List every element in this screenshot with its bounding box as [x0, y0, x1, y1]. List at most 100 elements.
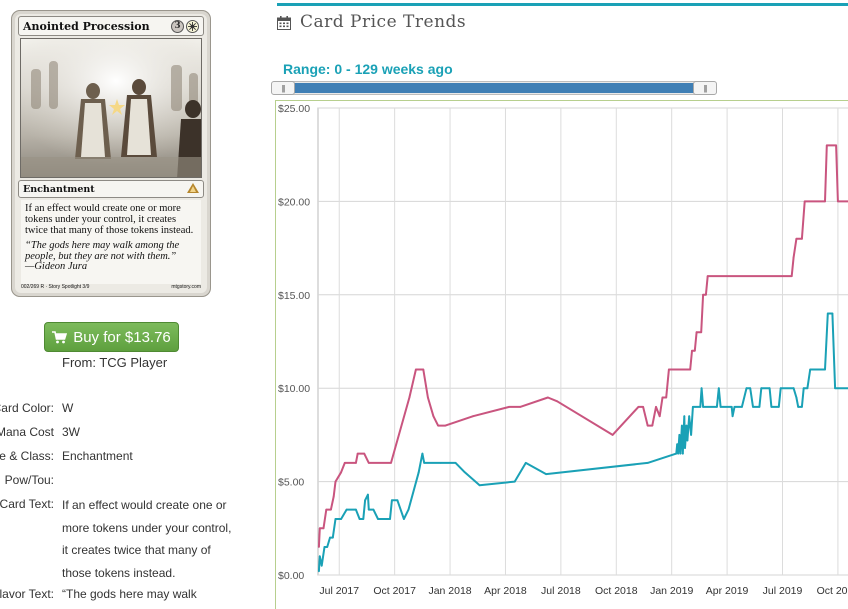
series-point-1: [334, 518, 337, 520]
series-point-1: [824, 368, 826, 371]
series-point-1: [677, 452, 680, 455]
card-mana-cost: 3: [171, 19, 199, 33]
series-point-0: [356, 452, 359, 455]
buy-source: From: TCG Player: [62, 355, 168, 370]
x-tick-label: Jul 2018: [541, 585, 581, 597]
series-point-1: [326, 546, 329, 548]
series-point-1: [733, 406, 736, 408]
series-point-0: [318, 527, 321, 530]
series-point-0: [700, 331, 703, 334]
series-point-0: [444, 424, 447, 427]
series-point-0: [408, 396, 411, 399]
x-tick-label: Apr 2018: [484, 585, 527, 597]
series-point-1: [802, 387, 805, 390]
series-point-1: [478, 484, 481, 487]
series-point-1: [340, 518, 342, 520]
series-point-1: [831, 312, 834, 315]
series-point-1: [545, 473, 547, 475]
detail-label: Mana Cost: [0, 425, 54, 439]
range-slider[interactable]: ||| |||: [271, 81, 717, 95]
series-point-1: [439, 462, 442, 464]
series-point-1: [834, 387, 836, 390]
card-rules-text: If an effect would create one or more to…: [25, 203, 194, 236]
detail-label: Pow/Tou:: [4, 473, 54, 487]
series-point-1: [795, 396, 798, 399]
series-point-1: [685, 424, 688, 427]
x-tick-label: Jan 2018: [428, 585, 471, 597]
series-point-0: [792, 256, 795, 259]
series-point-1: [730, 406, 733, 408]
series-point-1: [683, 415, 686, 418]
card-artwork: [20, 38, 202, 178]
series-point-1: [463, 471, 466, 474]
buy-button[interactable]: Buy for $13.76: [44, 322, 179, 352]
series-line-1: [317, 312, 848, 572]
series-point-1: [358, 518, 361, 520]
series-point-1: [717, 387, 720, 390]
x-tick-label: Oct 2017: [373, 585, 416, 597]
range-slider-handle-end[interactable]: |||: [693, 81, 717, 95]
card-frame: Anointed Procession 3: [15, 14, 207, 293]
y-tick-label: $25.00: [278, 103, 310, 115]
series-point-1: [752, 406, 754, 408]
series-point-1: [403, 518, 405, 520]
series-point-0: [837, 200, 839, 203]
series-point-0: [556, 400, 559, 403]
series-point-0: [646, 424, 649, 427]
series-point-1: [364, 499, 366, 502]
series-point-1: [779, 387, 782, 390]
series-point-1: [679, 452, 682, 455]
cart-icon: [52, 330, 68, 344]
series-point-1: [681, 424, 683, 427]
buy-button-label: Buy for $13.76: [73, 328, 171, 346]
panel-title-text: Card Price Trends: [300, 12, 467, 32]
series-point-1: [681, 452, 684, 455]
series-point-1: [675, 452, 678, 455]
series-point-0: [642, 406, 644, 408]
series-point-1: [318, 570, 320, 573]
series-point-1: [809, 368, 812, 371]
series-point-1: [760, 387, 763, 390]
series-point-0: [706, 275, 709, 277]
card-footer: 002/269 R · Story Spotlight 3/9 mtgstory…: [21, 282, 201, 292]
series-point-0: [637, 406, 640, 408]
series-point-1: [700, 387, 703, 390]
detail-value: If an effect would create one or more to…: [62, 498, 232, 580]
series-point-0: [322, 527, 325, 530]
series-point-0: [835, 144, 837, 147]
series-point-0: [661, 396, 664, 399]
series-point-1: [768, 387, 771, 390]
card-copyright: mtgstory.com: [171, 284, 201, 290]
series-point-0: [363, 452, 366, 455]
card-image: Anointed Procession 3: [11, 10, 211, 297]
series-point-1: [684, 447, 686, 449]
series-point-1: [396, 499, 399, 502]
series-point-0: [790, 275, 793, 277]
series-point-0: [702, 293, 704, 296]
series-point-0: [367, 462, 370, 464]
y-tick-label: $0.00: [278, 570, 304, 582]
series-point-1: [702, 406, 704, 408]
series-point-1: [423, 462, 426, 464]
detail-label: Type & Class:: [0, 449, 54, 463]
detail-label: Card Text:: [0, 497, 54, 511]
series-point-1: [372, 508, 375, 511]
series-point-0: [318, 546, 320, 548]
range-slider-handle-start[interactable]: |||: [271, 81, 295, 95]
series-point-1: [389, 518, 391, 520]
series-point-0: [427, 396, 429, 399]
series-point-0: [422, 368, 425, 371]
series-point-0: [340, 471, 342, 474]
series-point-1: [745, 387, 748, 390]
series-point-0: [390, 462, 392, 464]
series-point-1: [329, 536, 331, 539]
series-point-1: [692, 406, 694, 408]
series-point-1: [826, 312, 829, 315]
series-point-1: [758, 406, 761, 408]
series-point-0: [432, 415, 435, 418]
price-chart-svg: $0.00 $5.00 $10.00 $15.00 $20.00 $25.00 Jul 20…: [278, 103, 848, 597]
series-point-1: [792, 387, 795, 390]
card-type-bar: Enchantment: [18, 180, 204, 198]
mana-generic-icon: 3: [171, 19, 184, 33]
detail-value: 3W: [62, 425, 80, 439]
